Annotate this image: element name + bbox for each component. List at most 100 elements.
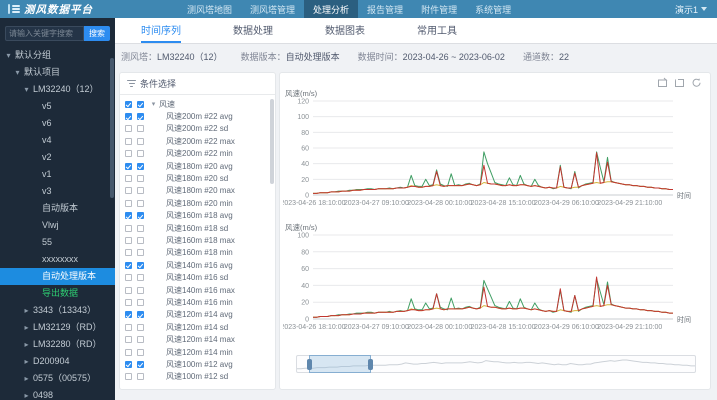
condition-row[interactable]: ▾ 风速180m #20 avg: [120, 160, 275, 172]
checkbox-left[interactable]: [125, 224, 132, 232]
condition-row[interactable]: ▾ 风速160m #18 min: [120, 247, 275, 259]
caret-down-icon[interactable]: ▾: [151, 101, 156, 109]
tree-item[interactable]: ▾ 默认项目: [0, 64, 115, 81]
condition-row[interactable]: ▾ 风速180m #20 max: [120, 185, 275, 197]
condition-row[interactable]: ▾ 风速140m #16 avg: [120, 259, 275, 271]
tree-caret-icon[interactable]: ▸: [24, 323, 29, 332]
checkbox-left[interactable]: [125, 373, 132, 381]
tree-caret-icon[interactable]: ▸: [24, 306, 29, 315]
condition-row[interactable]: ▾ 风速180m #20 sd: [120, 172, 275, 184]
checkbox-right[interactable]: [137, 373, 144, 381]
tree-item[interactable]: ▸ 3343（13343）: [0, 302, 115, 319]
tree-item[interactable]: v5: [0, 98, 115, 115]
toolbox-restore-icon[interactable]: [674, 77, 685, 88]
checkbox-left[interactable]: [125, 261, 132, 269]
tree-item[interactable]: Vlwj: [0, 217, 115, 234]
condition-row[interactable]: ▾ 风速200m #22 min: [120, 148, 275, 160]
checkbox-right[interactable]: [137, 100, 144, 108]
checkbox-right[interactable]: [137, 113, 144, 121]
checkbox-right[interactable]: [137, 360, 144, 368]
tree-item[interactable]: ▸ D200904: [0, 353, 115, 370]
checkbox-right[interactable]: [137, 125, 144, 133]
checkbox-right[interactable]: [137, 212, 144, 220]
condition-row[interactable]: ▾ 风速140m #16 min: [120, 296, 275, 308]
checkbox-left[interactable]: [125, 137, 132, 145]
tree-item[interactable]: ▸ 0498: [0, 387, 115, 400]
checkbox-left[interactable]: [125, 162, 132, 170]
tree-caret-icon[interactable]: ▸: [24, 391, 29, 400]
tree-caret-icon[interactable]: ▾: [6, 51, 11, 60]
tree-item[interactable]: ▾ 默认分组: [0, 47, 115, 64]
condition-row[interactable]: ▾ 风速160m #18 avg: [120, 210, 275, 222]
datazoom-window[interactable]: [306, 355, 373, 373]
tree-item[interactable]: v3: [0, 183, 115, 200]
condition-row[interactable]: ▾ 风速180m #20 min: [120, 197, 275, 209]
condition-row[interactable]: ▾ 风速100m #12 sd: [120, 371, 275, 383]
tree-item[interactable]: 55: [0, 234, 115, 251]
toolbox-refresh-icon[interactable]: [691, 77, 702, 88]
condition-row[interactable]: ▾ 风速140m #16 max: [120, 284, 275, 296]
tree-item[interactable]: v2: [0, 149, 115, 166]
condition-row[interactable]: ▾ 风速160m #18 sd: [120, 222, 275, 234]
tree-item[interactable]: v1: [0, 166, 115, 183]
nav-item[interactable]: 报告管理: [358, 0, 412, 18]
search-input[interactable]: [5, 26, 84, 41]
tree-item[interactable]: ▸ LM32280（RD）: [0, 336, 115, 353]
checkbox-right[interactable]: [137, 175, 144, 183]
checkbox-left[interactable]: [125, 236, 132, 244]
sidebar-scrollbar[interactable]: [110, 58, 114, 198]
checkbox-right[interactable]: [137, 162, 144, 170]
checkbox-right[interactable]: [137, 137, 144, 145]
checkbox-right[interactable]: [137, 150, 144, 158]
checkbox-right[interactable]: [137, 311, 144, 319]
condition-row[interactable]: ▾ 风速100m #12 avg: [120, 358, 275, 370]
condition-list-scrollbar[interactable]: [270, 99, 274, 184]
toolbox-datazoom-icon[interactable]: [657, 77, 668, 88]
tree-item[interactable]: xxxxxxxx: [0, 251, 115, 268]
search-button[interactable]: 搜索: [84, 26, 110, 41]
checkbox-right[interactable]: [137, 286, 144, 294]
checkbox-left[interactable]: [125, 323, 132, 331]
tree-caret-icon[interactable]: ▸: [24, 374, 29, 383]
checkbox-right[interactable]: [137, 236, 144, 244]
tab[interactable]: 时间序列: [141, 18, 181, 43]
condition-row[interactable]: ▾ 风速200m #22 max: [120, 135, 275, 147]
tab[interactable]: 常用工具: [417, 18, 457, 43]
condition-row[interactable]: ▾ 风速200m #22 avg: [120, 110, 275, 122]
checkbox-left[interactable]: [125, 360, 132, 368]
datazoom-handle-left[interactable]: [306, 358, 312, 370]
tree-item[interactable]: v6: [0, 115, 115, 132]
checkbox-right[interactable]: [137, 323, 144, 331]
checkbox-right[interactable]: [137, 336, 144, 344]
condition-row[interactable]: ▾ 风速120m #14 max: [120, 333, 275, 345]
checkbox-right[interactable]: [137, 274, 144, 282]
tree-item[interactable]: v4: [0, 132, 115, 149]
checkbox-left[interactable]: [125, 249, 132, 257]
checkbox-left[interactable]: [125, 150, 132, 158]
checkbox-left[interactable]: [125, 348, 132, 356]
checkbox-left[interactable]: [125, 311, 132, 319]
condition-row[interactable]: ▾ 风速120m #14 avg: [120, 309, 275, 321]
tree-item[interactable]: 导出数据: [0, 285, 115, 302]
nav-item[interactable]: 系统管理: [466, 0, 520, 18]
checkbox-right[interactable]: [137, 348, 144, 356]
tab[interactable]: 数据处理: [233, 18, 273, 43]
nav-item[interactable]: 附件管理: [412, 0, 466, 18]
checkbox-right[interactable]: [137, 224, 144, 232]
tree-item[interactable]: ▸ LM32129（RD）: [0, 319, 115, 336]
checkbox-left[interactable]: [125, 212, 132, 220]
checkbox-left[interactable]: [125, 199, 132, 207]
tree-item[interactable]: 自动处理版本: [0, 268, 115, 285]
checkbox-right[interactable]: [137, 187, 144, 195]
datazoom-handle-right[interactable]: [367, 358, 373, 370]
tree-caret-icon[interactable]: ▸: [24, 340, 29, 349]
condition-row[interactable]: ▾ 风速200m #22 sd: [120, 123, 275, 135]
nav-item[interactable]: 测风塔管理: [241, 0, 304, 18]
checkbox-left[interactable]: [125, 113, 132, 121]
condition-row[interactable]: ▾ 风速160m #18 max: [120, 234, 275, 246]
nav-item[interactable]: 处理分析: [304, 0, 359, 18]
checkbox-left[interactable]: [125, 336, 132, 344]
tree-item[interactable]: ▾ LM32240（12）: [0, 81, 115, 98]
tab[interactable]: 数据图表: [325, 18, 365, 43]
checkbox-left[interactable]: [125, 274, 132, 282]
